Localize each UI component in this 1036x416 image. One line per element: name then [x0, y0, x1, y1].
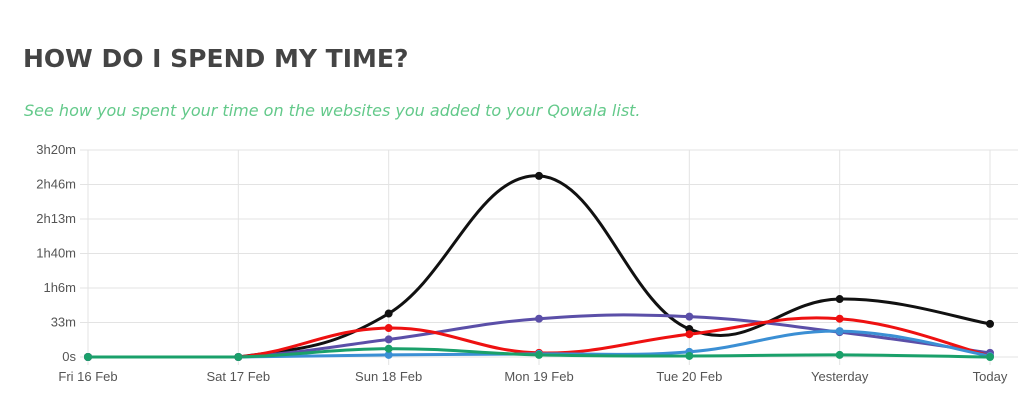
series-point[interactable] — [835, 295, 844, 304]
x-axis-ticks: Fri 16 Feb Sat 17 Feb Sun 18 Feb Mon 19 Feb… — [58, 369, 1007, 384]
x-tick-label: Fri 16 Feb — [58, 369, 117, 384]
series-point[interactable] — [835, 314, 844, 323]
series-point[interactable] — [384, 309, 393, 318]
series-point[interactable] — [835, 350, 844, 359]
series-point[interactable] — [535, 314, 543, 323]
x-tick-label: Sun 18 Feb — [355, 369, 422, 384]
series-point[interactable] — [384, 350, 393, 359]
x-tick-label: Today — [973, 369, 1008, 384]
series-point[interactable] — [685, 312, 694, 321]
y-tick-label: 2h46m — [36, 177, 76, 192]
series-point[interactable] — [535, 350, 543, 359]
series-point[interactable] — [384, 344, 393, 353]
y-tick-label: 33m — [51, 315, 76, 330]
series-point[interactable] — [835, 327, 844, 336]
series-point[interactable] — [84, 353, 92, 361]
chart-series-points — [84, 171, 994, 361]
x-tick-label: Mon 19 Feb — [504, 369, 573, 384]
x-tick-label: Yesterday — [811, 369, 869, 384]
series-point[interactable] — [986, 319, 994, 328]
series-point[interactable] — [234, 353, 243, 361]
page-title: HOW DO I SPEND MY TIME? — [23, 44, 409, 73]
series-point[interactable] — [384, 324, 393, 333]
series-point[interactable] — [986, 353, 994, 361]
y-tick-label: 2h13m — [36, 211, 76, 226]
series-point[interactable] — [384, 335, 393, 344]
y-axis-ticks: 0s 33m 1h6m 1h40m 2h13m 2h46m 3h20m — [36, 142, 76, 364]
x-tick-label: Sat 17 Feb — [207, 369, 271, 384]
y-tick-label: 1h6m — [43, 280, 76, 295]
series-point[interactable] — [685, 351, 694, 360]
x-tick-label: Tue 20 Feb — [656, 369, 722, 384]
y-tick-label: 1h40m — [36, 246, 76, 261]
series-point[interactable] — [535, 171, 543, 180]
series-point[interactable] — [685, 330, 694, 339]
y-tick-label: 0s — [62, 349, 76, 364]
y-tick-label: 3h20m — [36, 142, 76, 157]
page-subtitle: See how you spent your time on the websi… — [24, 101, 641, 120]
